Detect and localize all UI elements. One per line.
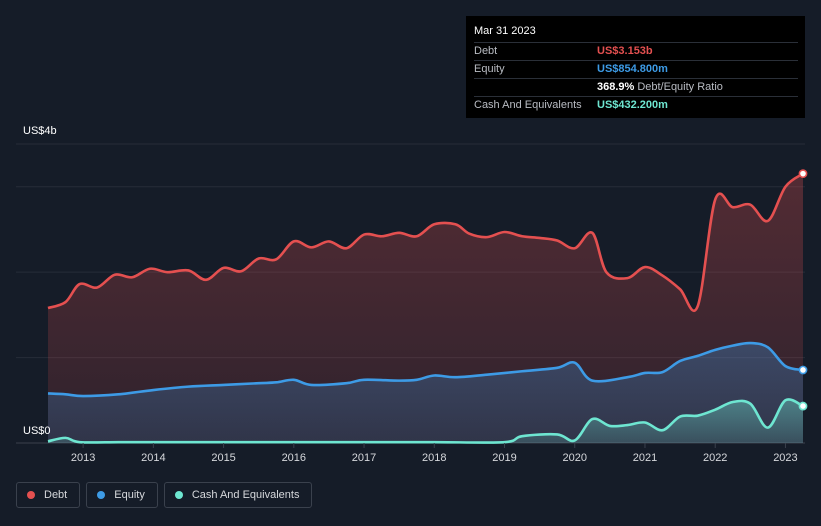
legend-label: Cash And Equivalents [191, 489, 300, 501]
debt-dot-icon [27, 491, 35, 499]
x-tick-label: 2020 [563, 452, 587, 464]
x-tick-label: 2013 [71, 452, 95, 464]
y-axis-bottom-label: US$0 [23, 425, 51, 437]
equity-area [48, 343, 803, 443]
equity-line [47, 341, 804, 398]
tooltip-row-equity: Equity US$854.800m [474, 60, 798, 78]
tooltip-value: 368.9% [597, 81, 635, 93]
end-markers [798, 169, 808, 411]
tooltip-label [474, 79, 597, 96]
tooltip-row-cash: Cash And Equivalents US$432.200m [474, 96, 798, 114]
series-areas [48, 173, 803, 443]
x-tick-label: 2017 [352, 452, 376, 464]
debt-area [48, 173, 803, 443]
x-tick-label: 2018 [422, 452, 446, 464]
legend-label: Equity [114, 489, 145, 501]
tooltip-label: Cash And Equivalents [474, 99, 582, 111]
x-axis-ticks: 2013 2014 2015 2016 2017 2018 2019 2020 2021 2022… [71, 443, 798, 464]
x-tick-label: 2021 [633, 452, 657, 464]
x-tick-label: 2023 [773, 452, 797, 464]
legend-item-debt[interactable]: Debt [16, 482, 81, 508]
debt-end-marker [798, 169, 808, 179]
tooltip-value: US$3.153b [597, 45, 653, 57]
tooltip-value: US$432.200m [597, 99, 668, 111]
y-axis-top-label: US$4b [23, 125, 57, 137]
equity-dot-icon [97, 491, 106, 499]
cash-and-equivalents-end-marker [798, 401, 808, 411]
legend-label: Debt [44, 489, 68, 501]
debt-line [47, 172, 804, 312]
tooltip-row-debt: Debt US$3.153b [474, 42, 798, 60]
tooltip-label: Debt [474, 45, 498, 57]
x-tick-label: 2016 [282, 452, 306, 464]
tooltip-row-ratio: 368.9% Debt/Equity Ratio [474, 78, 798, 96]
x-tick-label: 2015 [211, 452, 235, 464]
x-tick-label: 2014 [141, 452, 165, 464]
legend-item-equity[interactable]: Equity [86, 482, 158, 508]
tooltip-date: Mar 31 2023 [474, 25, 536, 37]
x-tick-label: 2019 [492, 452, 516, 464]
legend-item-cash[interactable]: Cash And Equivalents [163, 482, 313, 508]
cash-and-equivalents-line [47, 398, 804, 444]
x-tick-label: 2022 [703, 452, 727, 464]
tooltip-note: Debt/Equity Ratio [637, 81, 723, 93]
tooltip-label: Equity [474, 63, 505, 75]
equity-end-marker [798, 365, 808, 375]
legend: Debt Equity Cash And Equivalents [16, 482, 314, 508]
cash-dot-icon [174, 491, 183, 499]
series-lines [47, 172, 804, 444]
cash-and-equivalents-area [48, 399, 803, 443]
data-tooltip: Mar 31 2023 Debt US$3.153b Equity US$854… [466, 16, 805, 118]
tooltip-value: US$854.800m [597, 63, 668, 75]
